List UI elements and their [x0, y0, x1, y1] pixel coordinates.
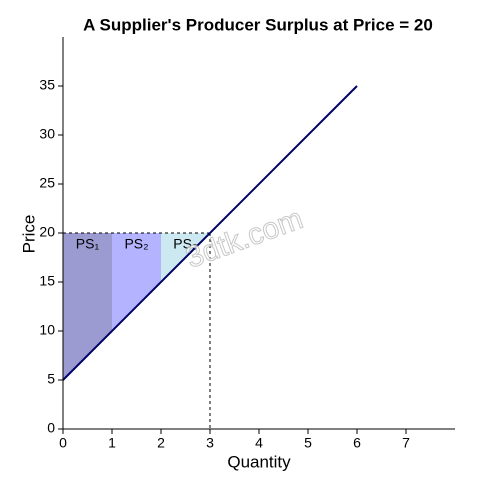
- x-tick-label: 0: [59, 435, 67, 451]
- x-tick-label: 4: [255, 435, 263, 451]
- y-tick-label: 15: [39, 273, 55, 289]
- y-tick-label: 5: [47, 371, 55, 387]
- y-tick-label: 25: [39, 175, 55, 191]
- chart-title: A Supplier's Producer Surplus at Price =…: [83, 15, 433, 34]
- surplus-region: [63, 233, 112, 380]
- x-tick-label: 7: [402, 435, 410, 451]
- y-tick-label: 30: [39, 126, 55, 142]
- y-tick-label: 10: [39, 322, 55, 338]
- y-tick-label: 20: [39, 224, 55, 240]
- y-tick-label: 35: [39, 77, 55, 93]
- x-tick-label: 6: [353, 435, 361, 451]
- y-axis-label: Price: [19, 215, 38, 254]
- x-axis-label: Quantity: [227, 452, 291, 471]
- x-tick-label: 3: [206, 435, 214, 451]
- x-tick-label: 2: [157, 435, 165, 451]
- watermark: 3dtk.com: [182, 202, 308, 275]
- x-tick-label: 1: [108, 435, 116, 451]
- region-label: PS₂: [124, 236, 148, 252]
- region-label: PS₁: [76, 236, 100, 252]
- region-label: PS₃: [173, 236, 197, 252]
- y-tick-label: 0: [47, 420, 55, 436]
- supply-line: [62, 85, 358, 381]
- surplus-region: [112, 233, 161, 331]
- x-tick-label: 5: [304, 435, 312, 451]
